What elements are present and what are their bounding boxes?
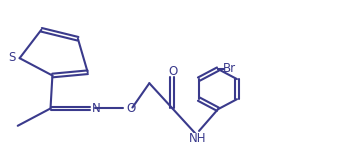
Text: NH: NH	[189, 132, 206, 145]
Text: N: N	[92, 102, 100, 115]
Text: O: O	[126, 102, 136, 115]
Text: Br: Br	[223, 62, 236, 75]
Text: S: S	[8, 51, 16, 64]
Text: O: O	[168, 65, 177, 78]
